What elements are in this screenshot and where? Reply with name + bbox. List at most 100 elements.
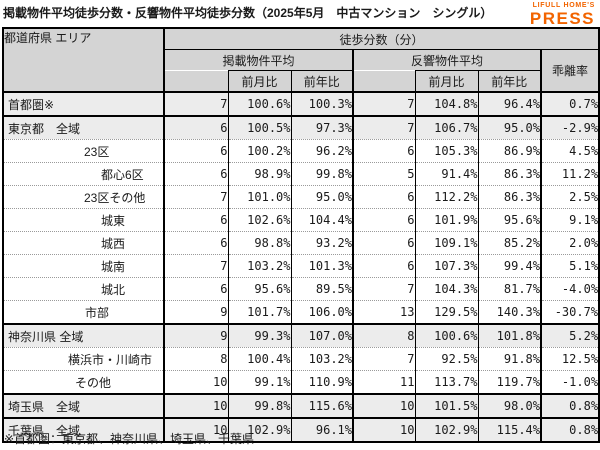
header-response-mom: 前月比 bbox=[415, 70, 479, 93]
table-row: その他 10 99.1% 110.9% 11 113.7% 119.7% -1.0% bbox=[3, 370, 600, 395]
listed-avg-cell: 8 bbox=[164, 347, 229, 371]
table-row: 23区 6 100.2% 96.2% 6 105.3% 86.9% 4.5% bbox=[3, 139, 600, 163]
table-row: 市部 9 101.7% 106.0% 13 129.5% 140.3% -30.7% bbox=[3, 300, 600, 325]
deviation-cell: 0.7% bbox=[541, 91, 600, 117]
listed-avg-cell: 6 bbox=[164, 231, 229, 255]
listed-yoy-cell: 96.2% bbox=[291, 139, 354, 163]
listed-yoy-cell: 103.2% bbox=[291, 347, 354, 371]
deviation-cell: 5.2% bbox=[541, 323, 600, 348]
deviation-cell: 5.1% bbox=[541, 254, 600, 278]
table-row: 城西 6 98.8% 93.2% 6 109.1% 85.2% 2.0% bbox=[3, 231, 600, 255]
response-avg-cell: 7 bbox=[353, 115, 416, 140]
response-avg-cell: 6 bbox=[353, 254, 416, 278]
footnote: ※首都圏：東京都、神奈川県、埼玉県、千葉県 bbox=[4, 432, 255, 446]
response-yoy-cell: 115.4% bbox=[478, 417, 542, 443]
listed-yoy-cell: 99.8% bbox=[291, 162, 354, 186]
response-yoy-cell: 85.2% bbox=[478, 231, 542, 255]
area-cell: その他 bbox=[3, 370, 165, 395]
area-cell: 城東 bbox=[3, 208, 165, 232]
response-mom-cell: 92.5% bbox=[415, 347, 479, 371]
header-walk-minutes: 徒歩分数（分） bbox=[164, 28, 600, 50]
response-avg-cell: 13 bbox=[353, 300, 416, 325]
header-response-average: 反響物件平均 bbox=[353, 49, 542, 71]
table-row: 東京都 全域 6 100.5% 97.3% 7 106.7% 95.0% -2.9% bbox=[3, 115, 600, 140]
response-yoy-cell: 86.9% bbox=[478, 139, 542, 163]
header-prefecture-area: 都道府県 エリア bbox=[3, 28, 165, 92]
response-yoy-cell: 86.3% bbox=[478, 185, 542, 209]
response-yoy-cell: 98.0% bbox=[478, 393, 542, 419]
table-body: 首都圏※ 7 100.6% 100.3% 7 104.8% 96.4% 0.7% 東京都 全域 6… bbox=[3, 91, 600, 443]
logo-brand-text: LIFULL HOME'S bbox=[532, 2, 595, 9]
response-yoy-cell: 99.4% bbox=[478, 254, 542, 278]
listed-mom-cell: 98.9% bbox=[228, 162, 292, 186]
listed-yoy-cell: 104.4% bbox=[291, 208, 354, 232]
area-cell: 城西 bbox=[3, 231, 165, 255]
deviation-cell: 11.2% bbox=[541, 162, 600, 186]
listed-mom-cell: 95.6% bbox=[228, 277, 292, 301]
listed-avg-cell: 9 bbox=[164, 300, 229, 325]
listed-mom-cell: 102.9% bbox=[228, 417, 292, 443]
response-yoy-cell: 96.4% bbox=[478, 91, 542, 117]
listed-mom-cell: 103.2% bbox=[228, 254, 292, 278]
logo-press-text: PRESS bbox=[529, 9, 595, 28]
listed-mom-cell: 100.4% bbox=[228, 347, 292, 371]
response-avg-cell: 6 bbox=[353, 231, 416, 255]
table-row: 神奈川県 全域 9 99.3% 107.0% 8 100.6% 101.8% 5.2% bbox=[3, 323, 600, 348]
response-avg-cell: 6 bbox=[353, 208, 416, 232]
area-cell: 首都圏※ bbox=[3, 91, 165, 117]
response-mom-cell: 112.2% bbox=[415, 185, 479, 209]
response-mom-cell: 91.4% bbox=[415, 162, 479, 186]
response-yoy-cell: 140.3% bbox=[478, 300, 542, 325]
listed-yoy-cell: 95.0% bbox=[291, 185, 354, 209]
listed-avg-cell: 6 bbox=[164, 277, 229, 301]
listed-avg-cell: 6 bbox=[164, 208, 229, 232]
listed-mom-cell: 100.5% bbox=[228, 115, 292, 140]
response-avg-cell: 10 bbox=[353, 417, 416, 443]
listed-yoy-cell: 93.2% bbox=[291, 231, 354, 255]
listed-yoy-cell: 89.5% bbox=[291, 277, 354, 301]
listed-yoy-cell: 107.0% bbox=[291, 323, 354, 348]
table-row: 城南 7 103.2% 101.3% 6 107.3% 99.4% 5.1% bbox=[3, 254, 600, 278]
response-avg-cell: 8 bbox=[353, 323, 416, 348]
listed-avg-cell: 6 bbox=[164, 162, 229, 186]
response-mom-cell: 100.6% bbox=[415, 323, 479, 348]
response-avg-cell: 6 bbox=[353, 185, 416, 209]
header-deviation-rate: 乖離率 bbox=[541, 49, 600, 93]
listed-yoy-cell: 100.3% bbox=[291, 91, 354, 117]
listed-mom-cell: 101.0% bbox=[228, 185, 292, 209]
listed-mom-cell: 99.1% bbox=[228, 370, 292, 395]
header-listed-average: 掲載物件平均 bbox=[164, 49, 354, 71]
deviation-cell: -4.0% bbox=[541, 277, 600, 301]
listed-mom-cell: 100.2% bbox=[228, 139, 292, 163]
table-row: 横浜市・川崎市 8 100.4% 103.2% 7 92.5% 91.8% 12.5% bbox=[3, 347, 600, 371]
response-mom-cell: 109.1% bbox=[415, 231, 479, 255]
table-row: 23区その他 7 101.0% 95.0% 6 112.2% 86.3% 2.5% bbox=[3, 185, 600, 209]
deviation-cell: -30.7% bbox=[541, 300, 600, 325]
listed-yoy-cell: 115.6% bbox=[291, 393, 354, 419]
listed-avg-cell: 7 bbox=[164, 185, 229, 209]
area-cell: 市部 bbox=[3, 300, 165, 325]
listed-yoy-cell: 96.1% bbox=[291, 417, 354, 443]
response-mom-cell: 129.5% bbox=[415, 300, 479, 325]
header-listed-value-blank bbox=[164, 70, 229, 93]
response-yoy-cell: 101.8% bbox=[478, 323, 542, 348]
response-mom-cell: 102.9% bbox=[415, 417, 479, 443]
walk-minutes-table: 都道府県 エリア 徒歩分数（分） 掲載物件平均 反響物件平均 乖離率 前月比 前… bbox=[2, 27, 600, 443]
deviation-cell: 0.8% bbox=[541, 393, 600, 419]
area-cell: 東京都 全域 bbox=[3, 115, 165, 140]
header-response-yoy: 前年比 bbox=[478, 70, 542, 93]
listed-mom-cell: 101.7% bbox=[228, 300, 292, 325]
area-cell: 神奈川県 全域 bbox=[3, 323, 165, 348]
response-avg-cell: 7 bbox=[353, 347, 416, 371]
listed-avg-cell: 10 bbox=[164, 417, 229, 443]
response-yoy-cell: 81.7% bbox=[478, 277, 542, 301]
deviation-cell: -1.0% bbox=[541, 370, 600, 395]
header-listed-mom: 前月比 bbox=[228, 70, 292, 93]
table-row: 城東 6 102.6% 104.4% 6 101.9% 95.6% 9.1% bbox=[3, 208, 600, 232]
area-cell: 千葉県 全域 bbox=[3, 417, 165, 443]
listed-avg-cell: 10 bbox=[164, 370, 229, 395]
deviation-cell: 12.5% bbox=[541, 347, 600, 371]
response-mom-cell: 107.3% bbox=[415, 254, 479, 278]
deviation-cell: -2.9% bbox=[541, 115, 600, 140]
listed-avg-cell: 6 bbox=[164, 139, 229, 163]
